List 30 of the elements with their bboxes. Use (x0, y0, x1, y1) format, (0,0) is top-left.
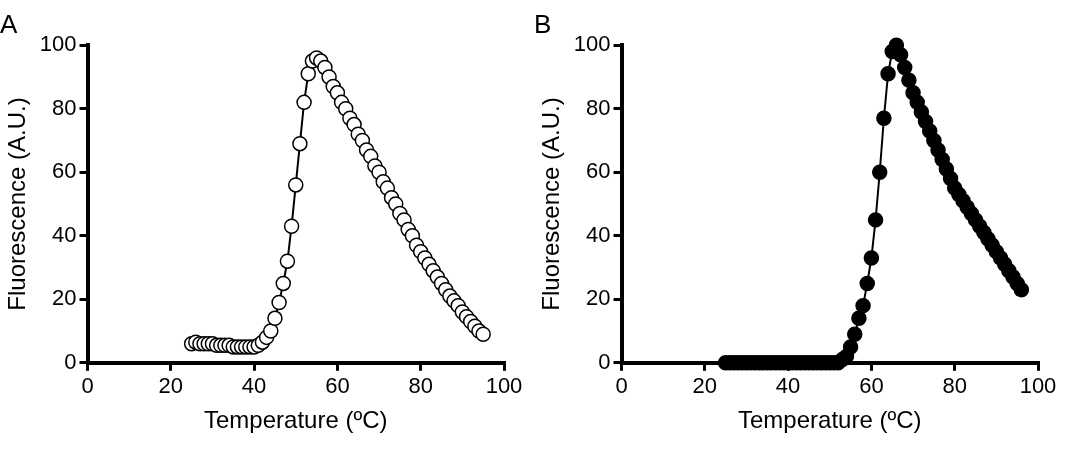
x-tick-label: 0 (615, 373, 628, 399)
x-tick-label: 40 (775, 373, 801, 399)
x-tick-label: 80 (408, 373, 433, 399)
y-tick-label: 20 (586, 285, 611, 311)
y-tick-label: 40 (586, 221, 611, 247)
y-tick-label: 100 (39, 31, 77, 57)
x-tick-label: 100 (485, 373, 523, 399)
y-tick-label: 0 (598, 348, 611, 374)
y-tick-label: 0 (64, 348, 77, 374)
x-tick-label: 100 (1019, 373, 1057, 399)
x-tick-label: 40 (241, 373, 267, 399)
y-tick-label: 60 (586, 158, 611, 184)
y-tick-label: 100 (573, 31, 611, 57)
x-tick-label: 80 (942, 373, 967, 399)
chart-title: A (0, 8, 18, 39)
y-axis-title: Fluorescence (A.U.) (537, 97, 565, 311)
chart-title: B (534, 8, 552, 39)
y-tick-label: 20 (52, 285, 77, 311)
x-tick-label: 20 (158, 373, 184, 399)
x-tick-label: 0 (81, 373, 94, 399)
y-tick-label: 40 (52, 221, 77, 247)
x-axis-title: Temperature (ºC) (204, 406, 388, 434)
y-tick-label: 80 (586, 94, 611, 120)
x-tick-label: 20 (692, 373, 718, 399)
y-axis-title: Fluorescence (A.U.) (3, 97, 31, 311)
x-tick-label: 60 (859, 373, 884, 399)
x-tick-label: 60 (325, 373, 350, 399)
x-axis-title: Temperature (ºC) (738, 406, 922, 434)
y-tick-label: 80 (52, 94, 77, 120)
y-tick-label: 60 (52, 158, 77, 184)
